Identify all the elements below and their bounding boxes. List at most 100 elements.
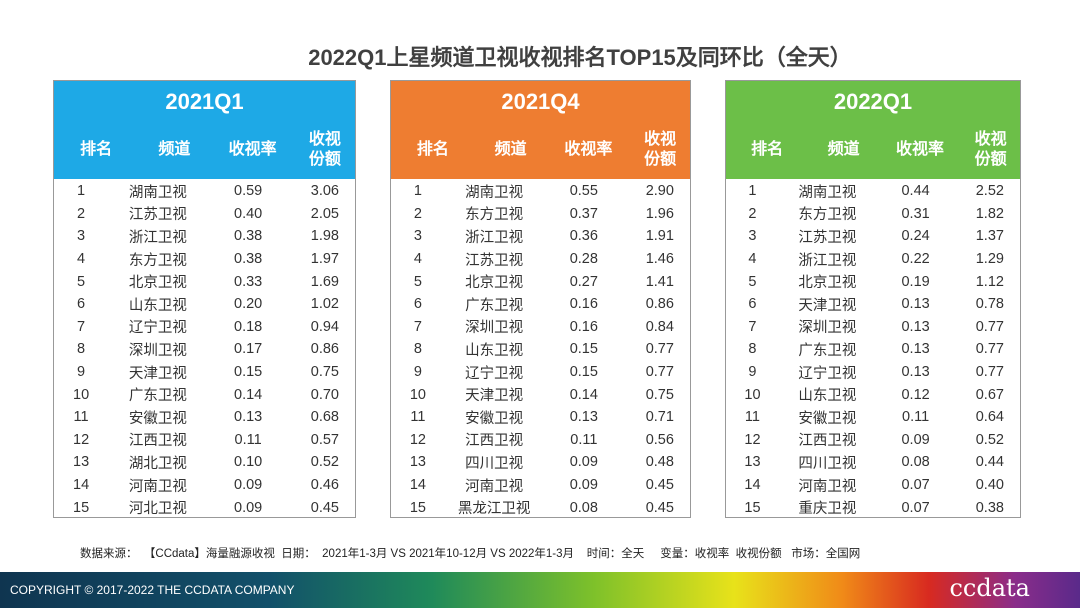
- channel-cell: 北京卫视: [465, 275, 524, 292]
- share-cell: 0.78: [975, 296, 1004, 313]
- col-share: 收视 份额: [295, 130, 355, 170]
- col-share: 收视 份额: [961, 130, 1020, 170]
- col-share-line1: 收视: [308, 131, 341, 148]
- share-cell: 3.06: [310, 183, 339, 200]
- table-row: 7 深圳卫视 0.16 0.84: [391, 316, 690, 339]
- rank-cell: 8: [748, 341, 757, 358]
- table-row: 4 东方卫视 0.38 1.97: [54, 248, 355, 271]
- rating-cell: 0.10: [234, 454, 263, 471]
- share-cell: 0.77: [975, 341, 1004, 358]
- share-cell: 1.97: [310, 251, 339, 268]
- table-row: 1 湖南卫视 0.55 2.90: [391, 180, 690, 203]
- rating-cell: 0.08: [901, 454, 930, 471]
- rank-cell: 11: [410, 409, 426, 426]
- rank-cell: 14: [744, 477, 761, 494]
- share-cell: 1.41: [645, 273, 674, 290]
- table-row: 14 河南卫视 0.09 0.45: [391, 474, 690, 497]
- rank-cell: 11: [744, 409, 760, 426]
- share-cell: 0.68: [310, 409, 339, 426]
- share-cell: 0.56: [645, 431, 674, 448]
- channel-cell: 安徽卫视: [798, 410, 857, 427]
- share-cell: 0.71: [645, 409, 674, 426]
- col-channel: 频道: [827, 141, 860, 158]
- page-title: 2022Q1上星频道卫视收视排名TOP15及同环比（全天）: [308, 45, 852, 70]
- rank-cell: 12: [744, 431, 761, 448]
- rank-cell: 1: [748, 183, 757, 200]
- rating-cell: 0.16: [569, 318, 598, 335]
- channel-cell: 江西卫视: [798, 433, 857, 450]
- rank-cell: 6: [748, 296, 757, 313]
- rank-cell: 4: [748, 251, 757, 268]
- table-row: 14 河南卫视 0.07 0.40: [726, 474, 1020, 497]
- rank-cell: 10: [409, 386, 426, 403]
- share-cell: 1.02: [310, 296, 339, 313]
- channel-cell: 安徽卫视: [465, 410, 524, 427]
- rank-cell: 12: [409, 431, 426, 448]
- share-cell: 0.86: [645, 296, 674, 313]
- share-cell: 0.38: [975, 499, 1004, 516]
- table-row: 11 安徽卫视 0.13 0.71: [391, 406, 690, 429]
- channel-cell: 河南卫视: [798, 478, 857, 495]
- channel-cell: 浙江卫视: [798, 252, 857, 269]
- ranking-table-2022q1: 2022Q1 排名 频道 收视率 收视 份额 1 湖南卫视 0.44 2.52 2…: [725, 80, 1021, 518]
- period-label: 2021Q4: [501, 89, 580, 114]
- table-header: 2021Q4 排名 频道 收视率 收视 份额: [391, 81, 690, 179]
- rating-cell: 0.22: [901, 251, 930, 268]
- rank-cell: 2: [413, 205, 422, 222]
- rating-cell: 0.36: [569, 228, 598, 245]
- table-row: 2 东方卫视 0.31 1.82: [726, 203, 1020, 226]
- rating-cell: 0.44: [901, 183, 930, 200]
- share-cell: 1.82: [975, 205, 1004, 222]
- col-share-line2: 份额: [974, 151, 1007, 168]
- share-cell: 1.98: [310, 228, 339, 245]
- rating-cell: 0.13: [901, 318, 930, 335]
- rank-cell: 12: [73, 431, 90, 448]
- channel-cell: 江苏卫视: [465, 252, 524, 269]
- table-row: 13 四川卫视 0.08 0.44: [726, 451, 1020, 474]
- rank-cell: 2: [77, 205, 86, 222]
- rating-cell: 0.09: [569, 477, 598, 494]
- share-cell: 0.75: [645, 386, 674, 403]
- col-rank: 排名: [416, 141, 449, 158]
- data-source-note: 数据来源： 【CCdata】海量融源收视 日期： 2021年1-3月 VS 20…: [80, 548, 861, 560]
- share-cell: 0.44: [975, 454, 1004, 471]
- rating-cell: 0.11: [570, 431, 598, 448]
- rank-cell: 14: [73, 477, 90, 494]
- share-cell: 0.86: [310, 341, 339, 358]
- col-rank: 排名: [751, 141, 784, 158]
- col-rating: 收视率: [564, 141, 613, 158]
- col-channel: 频道: [494, 141, 527, 158]
- rank-cell: 5: [77, 273, 86, 290]
- rank-cell: 6: [413, 296, 422, 313]
- channel-cell: 山东卫视: [128, 297, 187, 314]
- rating-cell: 0.37: [569, 205, 598, 222]
- share-cell: 0.70: [310, 386, 339, 403]
- channel-cell: 天津卫视: [798, 297, 857, 314]
- rank-cell: 6: [77, 296, 86, 313]
- table-row: 12 江西卫视 0.11 0.57: [54, 429, 355, 452]
- col-rating: 收视率: [228, 141, 277, 158]
- table-row: 3 江苏卫视 0.24 1.37: [726, 225, 1020, 248]
- rating-cell: 0.13: [234, 409, 263, 426]
- col-share-line1: 收视: [644, 131, 677, 148]
- channel-cell: 广东卫视: [465, 297, 524, 314]
- table-row: 11 安徽卫视 0.11 0.64: [726, 406, 1020, 429]
- rating-cell: 0.40: [234, 205, 263, 222]
- table-row: 8 深圳卫视 0.17 0.86: [54, 338, 355, 361]
- rating-cell: 0.24: [901, 228, 930, 245]
- share-cell: 0.52: [310, 454, 339, 471]
- table-row: 5 北京卫视 0.33 1.69: [54, 270, 355, 293]
- table-row: 4 江苏卫视 0.28 1.46: [391, 248, 690, 271]
- rating-cell: 0.31: [901, 205, 930, 222]
- table-header: 2022Q1 排名 频道 收视率 收视 份额: [726, 81, 1020, 179]
- rating-cell: 0.18: [234, 318, 263, 335]
- channel-cell: 辽宁卫视: [465, 365, 524, 382]
- rating-cell: 0.13: [901, 364, 930, 381]
- rating-cell: 0.28: [569, 251, 598, 268]
- column-headers: 排名 频道 收视率 收视 份额: [726, 121, 1020, 179]
- rank-cell: 4: [77, 251, 86, 268]
- share-cell: 1.37: [975, 228, 1004, 245]
- channel-cell: 黑龙江卫视: [457, 501, 531, 518]
- share-cell: 1.96: [645, 205, 674, 222]
- channel-cell: 浙江卫视: [128, 229, 187, 246]
